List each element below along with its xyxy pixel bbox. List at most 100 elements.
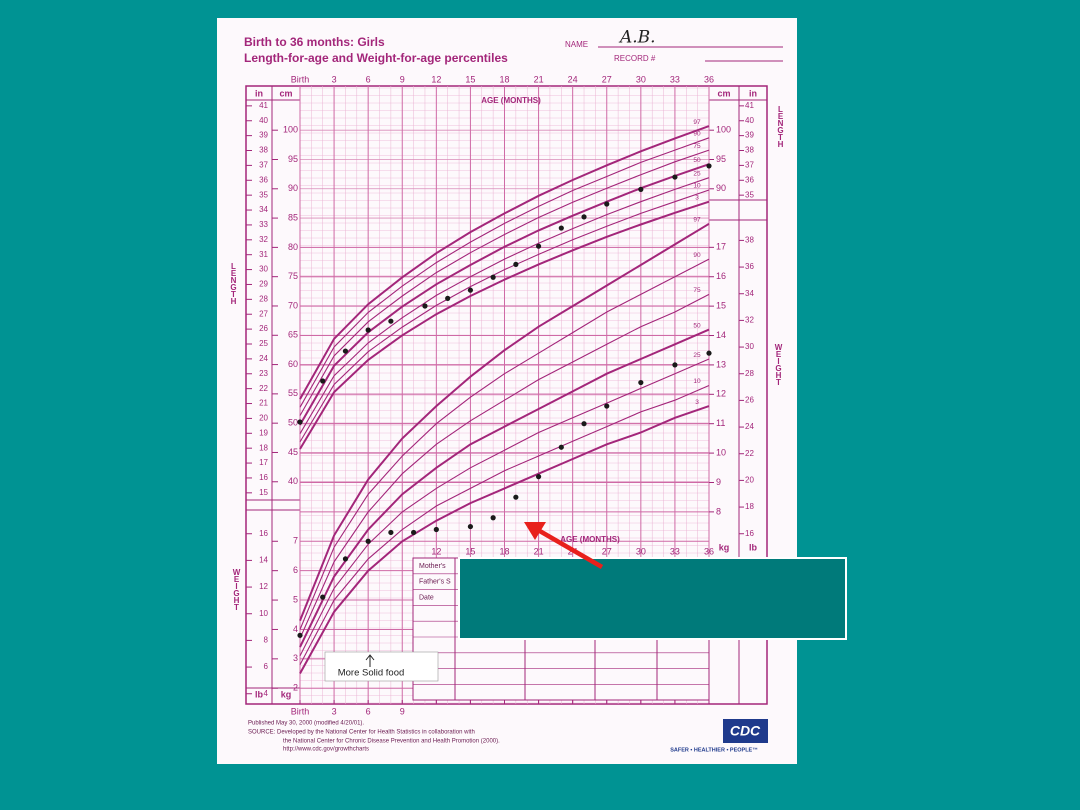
y2-tick-label: 20 bbox=[259, 414, 268, 423]
y-tick-label: 14 bbox=[716, 330, 726, 340]
unit-label: in bbox=[255, 88, 263, 98]
tagline: SAFER • HEALTHIER • PEOPLE™ bbox=[670, 747, 757, 753]
series-label: 25 bbox=[693, 170, 701, 177]
series-label: 3 bbox=[695, 194, 699, 201]
y-tick-label: 5 bbox=[293, 594, 298, 604]
y2-tick-label: 10 bbox=[259, 609, 268, 618]
y-axis-label: WEIGHT bbox=[232, 568, 241, 610]
percentile-curve bbox=[299, 293, 710, 639]
y-tick-label: 15 bbox=[716, 300, 726, 310]
y2-tick-label: 34 bbox=[745, 289, 754, 298]
y2-tick-label: 25 bbox=[259, 339, 268, 348]
y2-tick-label: 15 bbox=[259, 488, 268, 497]
x-tick-label: 18 bbox=[499, 74, 509, 84]
percentile-curve bbox=[299, 405, 710, 674]
y2-tick-label: 4 bbox=[264, 689, 269, 698]
y-tick-label: 65 bbox=[288, 330, 298, 340]
series-label: 97 bbox=[693, 119, 701, 126]
frame bbox=[245, 85, 768, 705]
measurement-point bbox=[365, 538, 371, 544]
percentile-curve bbox=[299, 328, 710, 648]
x-tick-label: 33 bbox=[670, 74, 680, 84]
y2-tick-label: 20 bbox=[745, 476, 754, 485]
y2-tick-label: 22 bbox=[259, 384, 268, 393]
y2-tick-label: 24 bbox=[745, 422, 754, 431]
y2-tick-label: 8 bbox=[264, 636, 269, 645]
y2-tick-label: 37 bbox=[745, 161, 754, 170]
x-tick-label: 21 bbox=[534, 546, 544, 556]
percentile-curve bbox=[299, 177, 710, 434]
series-label: 90 bbox=[693, 131, 701, 138]
x-tick-label: 15 bbox=[465, 546, 475, 556]
y2-tick-label: 39 bbox=[745, 131, 754, 140]
unit-label: cm bbox=[717, 88, 730, 98]
x-tick-label: 6 bbox=[366, 74, 371, 84]
x-tick-label: 9 bbox=[400, 706, 405, 716]
unit-label: kg bbox=[281, 689, 292, 699]
x-tick-label: 36 bbox=[704, 546, 714, 556]
y2-tick-label: 12 bbox=[259, 582, 268, 591]
x-tick-label: 12 bbox=[431, 546, 441, 556]
x-tick-label: 18 bbox=[499, 546, 509, 556]
chart-subtitle: Length-for-age and Weight-for-age percen… bbox=[244, 51, 508, 65]
measurement-point bbox=[365, 327, 371, 333]
measurement-point bbox=[535, 243, 542, 249]
measurement-point bbox=[388, 529, 394, 536]
x-tick-label: 27 bbox=[602, 546, 612, 556]
y2-tick-label: 28 bbox=[745, 369, 754, 378]
x-tick-label: 24 bbox=[568, 74, 578, 84]
y2-tick-label: 29 bbox=[259, 280, 268, 289]
y-tick-label: 6 bbox=[293, 565, 298, 575]
y2-tick-label: 41 bbox=[745, 101, 754, 110]
name-value: A.B. bbox=[618, 28, 656, 48]
percentile-curve bbox=[299, 358, 710, 657]
percentile-curve bbox=[299, 200, 710, 450]
percentile-curve bbox=[299, 149, 710, 416]
unit-label: in bbox=[749, 88, 757, 98]
y-tick-label: 85 bbox=[288, 212, 298, 222]
measurement-point bbox=[388, 318, 394, 324]
measurement-point bbox=[422, 303, 428, 309]
logo-text: CDC bbox=[730, 723, 761, 739]
y-tick-label: 95 bbox=[716, 154, 726, 164]
y2-tick-label: 28 bbox=[259, 294, 268, 303]
y-axis-label: LENGTH bbox=[229, 262, 238, 304]
measurement-point bbox=[558, 444, 564, 450]
unit-label: cm bbox=[279, 88, 292, 98]
table-row-label: Mother's bbox=[419, 563, 446, 570]
footer-text: Published May 30, 2000 (modified 4/20/01… bbox=[248, 721, 364, 727]
measurement-point bbox=[297, 419, 303, 425]
y2-tick-label: 14 bbox=[259, 556, 268, 565]
y-tick-label: 10 bbox=[716, 447, 726, 457]
series-label: 75 bbox=[693, 287, 701, 294]
y-tick-label: 50 bbox=[288, 418, 298, 428]
y-tick-label: 75 bbox=[288, 271, 298, 281]
y-tick-label: 100 bbox=[716, 125, 731, 135]
y-tick-label: 100 bbox=[283, 125, 298, 135]
y-tick-label: 13 bbox=[716, 359, 726, 369]
measurement-point bbox=[320, 594, 326, 600]
table-row-label: Date bbox=[419, 594, 434, 601]
measurement-point bbox=[433, 526, 439, 533]
y2-tick-label: 35 bbox=[745, 190, 754, 199]
percentile-curve bbox=[299, 125, 710, 400]
measurement-point bbox=[297, 632, 303, 638]
measurement-point bbox=[638, 379, 644, 386]
series-label: 25 bbox=[693, 352, 701, 359]
y2-tick-label: 33 bbox=[259, 220, 268, 229]
y-tick-label: 45 bbox=[288, 447, 298, 457]
x-axis-label: AGE (MONTHS) bbox=[481, 96, 541, 105]
series-label: 50 bbox=[693, 322, 701, 329]
percentile-curve bbox=[299, 384, 710, 665]
measurement-point bbox=[706, 350, 712, 356]
y2-tick-label: 38 bbox=[745, 146, 754, 155]
y2-tick-label: 21 bbox=[259, 399, 268, 408]
measurement-point bbox=[320, 378, 326, 384]
y-tick-label: 60 bbox=[288, 359, 298, 369]
y2-tick-label: 37 bbox=[259, 161, 268, 170]
y2-tick-label: 16 bbox=[745, 529, 754, 538]
x-tick-label: 36 bbox=[704, 74, 714, 84]
series-label: 10 bbox=[693, 183, 701, 190]
measurement-point bbox=[467, 523, 474, 530]
